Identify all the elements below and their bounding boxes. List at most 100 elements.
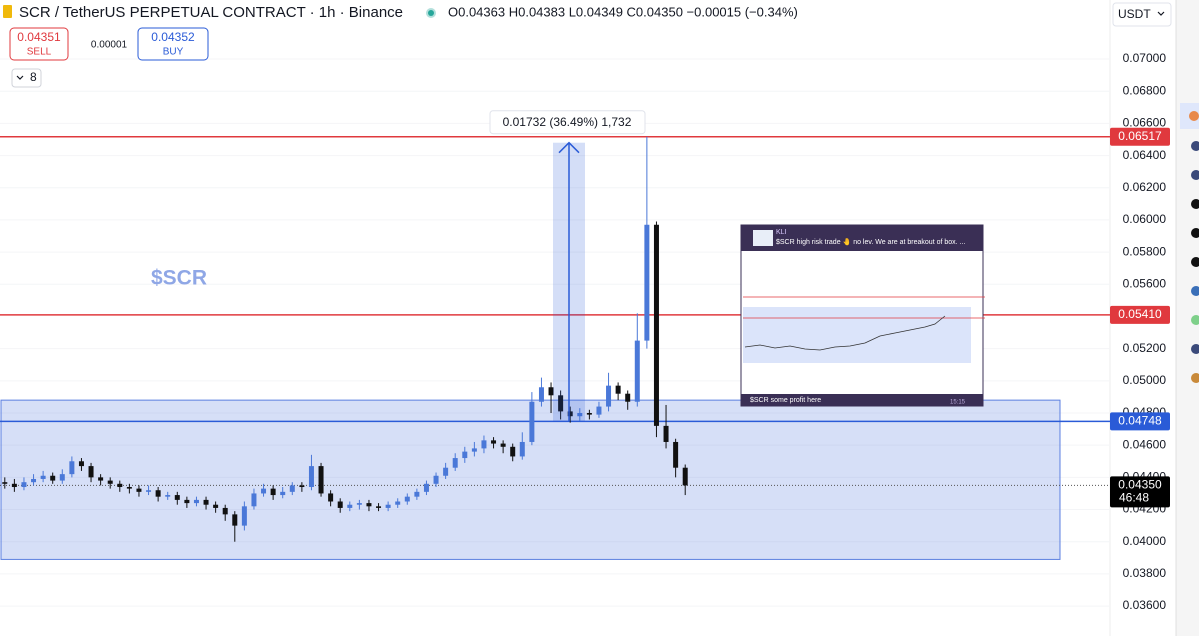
post-header [741,225,983,251]
candle-body [213,504,219,508]
candle-body [433,475,439,484]
candle-body [673,441,679,468]
candle-body [184,499,190,504]
candle-body [59,474,65,481]
price-axis: 0.036000.038000.040000.042000.044000.046… [1110,51,1170,612]
level-label-bg [1110,412,1170,431]
level-label-bg [1110,127,1170,146]
chevron [1157,11,1165,16]
measure-label: 0.01732 (36.49%) 1,732 [503,115,632,129]
symbol-title[interactable]: SCR / TetherUS PERPETUAL CONTRACT · 1h ·… [19,4,403,21]
post-avatar [753,230,773,246]
buy-button[interactable] [137,27,209,61]
candle-body [577,413,583,417]
sidebar-icon[interactable] [1191,286,1199,296]
y-tick-label: 0.07000 [1123,51,1167,65]
candle-body [21,482,27,488]
candle-body [452,458,458,468]
candle-body [510,446,516,457]
currency-dropdown[interactable] [1112,2,1172,27]
candle-body [548,387,554,396]
candle-body [567,411,573,417]
level-label: 0.05410 [1118,307,1162,321]
candle-body [98,477,104,481]
candle-body [596,406,602,415]
candle-body [606,385,612,407]
y-tick-label: 0.06000 [1123,212,1167,226]
candle-body [423,483,429,492]
post-message: $SCR high risk trade 🤚 no lev. We are at… [776,237,965,246]
annotation: $SCR [151,267,207,290]
y-tick-label: 0.05200 [1123,341,1167,355]
candle-body [395,501,401,505]
buy-price: 0.04352 [151,30,195,44]
sidebar-icon[interactable] [1191,228,1199,238]
sidebar-icon[interactable] [1191,344,1199,354]
sidebar-icon[interactable] [1191,373,1199,383]
sell-price: 0.04351 [17,30,61,44]
candle-body [481,440,487,449]
y-tick-label: 0.04000 [1123,534,1167,548]
candle-body [280,491,286,496]
candle-body [347,504,353,508]
candle-body [519,441,525,457]
candle-body [366,503,372,507]
buy-label: BUY [163,47,184,58]
sidebar [1176,0,1199,636]
candle-body [126,487,132,489]
candle-body [443,467,449,476]
candle-body [491,440,497,444]
post-author: KLI [776,229,787,236]
sidebar-icon[interactable] [1191,170,1199,180]
sidebar-icon[interactable] [1191,315,1199,325]
sidebar-icon[interactable] [1189,111,1199,121]
candle-body [682,467,688,486]
last-price-label: 0.04350 [1118,478,1162,492]
candle-body [653,224,659,426]
candle-body [222,507,228,515]
indicators-toggle[interactable] [11,68,42,88]
candle-body [376,506,382,508]
candle-body [328,493,334,502]
candle-body [299,485,305,488]
candle-body [193,499,199,504]
y-tick-label: 0.05600 [1123,276,1167,290]
candle-body [136,488,142,492]
candle-body [69,461,75,475]
candle-body [88,466,94,478]
candle-body [40,475,46,479]
sell-label: SELL [27,47,52,58]
chevron [16,75,24,80]
currency: USDT [1118,7,1151,21]
y-tick-label: 0.06200 [1123,180,1167,194]
sidebar-icon[interactable] [1191,141,1199,151]
sidebar-icon[interactable] [1191,257,1199,267]
post-mini-zone [743,307,971,363]
candle-body [2,482,8,484]
y-tick-label: 0.06600 [1123,116,1167,130]
candle-body [529,401,535,442]
spread: 0.00001 [91,40,128,51]
post-mini-chart [744,315,946,351]
candle-body [558,395,564,412]
status-dot [428,10,434,16]
sell-button[interactable] [9,27,69,61]
last-price-bg [1110,476,1170,508]
post-time: 15:15 [950,400,966,406]
ohlc: O0.04363 H0.04383 L0.04349 C0.04350 −0.0… [448,4,798,19]
level-label-bg [1110,305,1170,324]
candle-body [625,393,631,402]
candle-body [78,461,84,467]
indicators-count: 8 [30,70,37,84]
candle-body [117,483,123,488]
sidebar-icon[interactable] [1191,199,1199,209]
candle-body [318,466,324,494]
candle-body [586,413,592,415]
y-tick-label: 0.04600 [1123,437,1167,451]
level-label: 0.04748 [1118,414,1162,428]
candle-body [414,491,420,497]
y-tick-label: 0.03800 [1123,566,1167,580]
candle-body [385,504,391,508]
symbol-icon [3,5,12,18]
